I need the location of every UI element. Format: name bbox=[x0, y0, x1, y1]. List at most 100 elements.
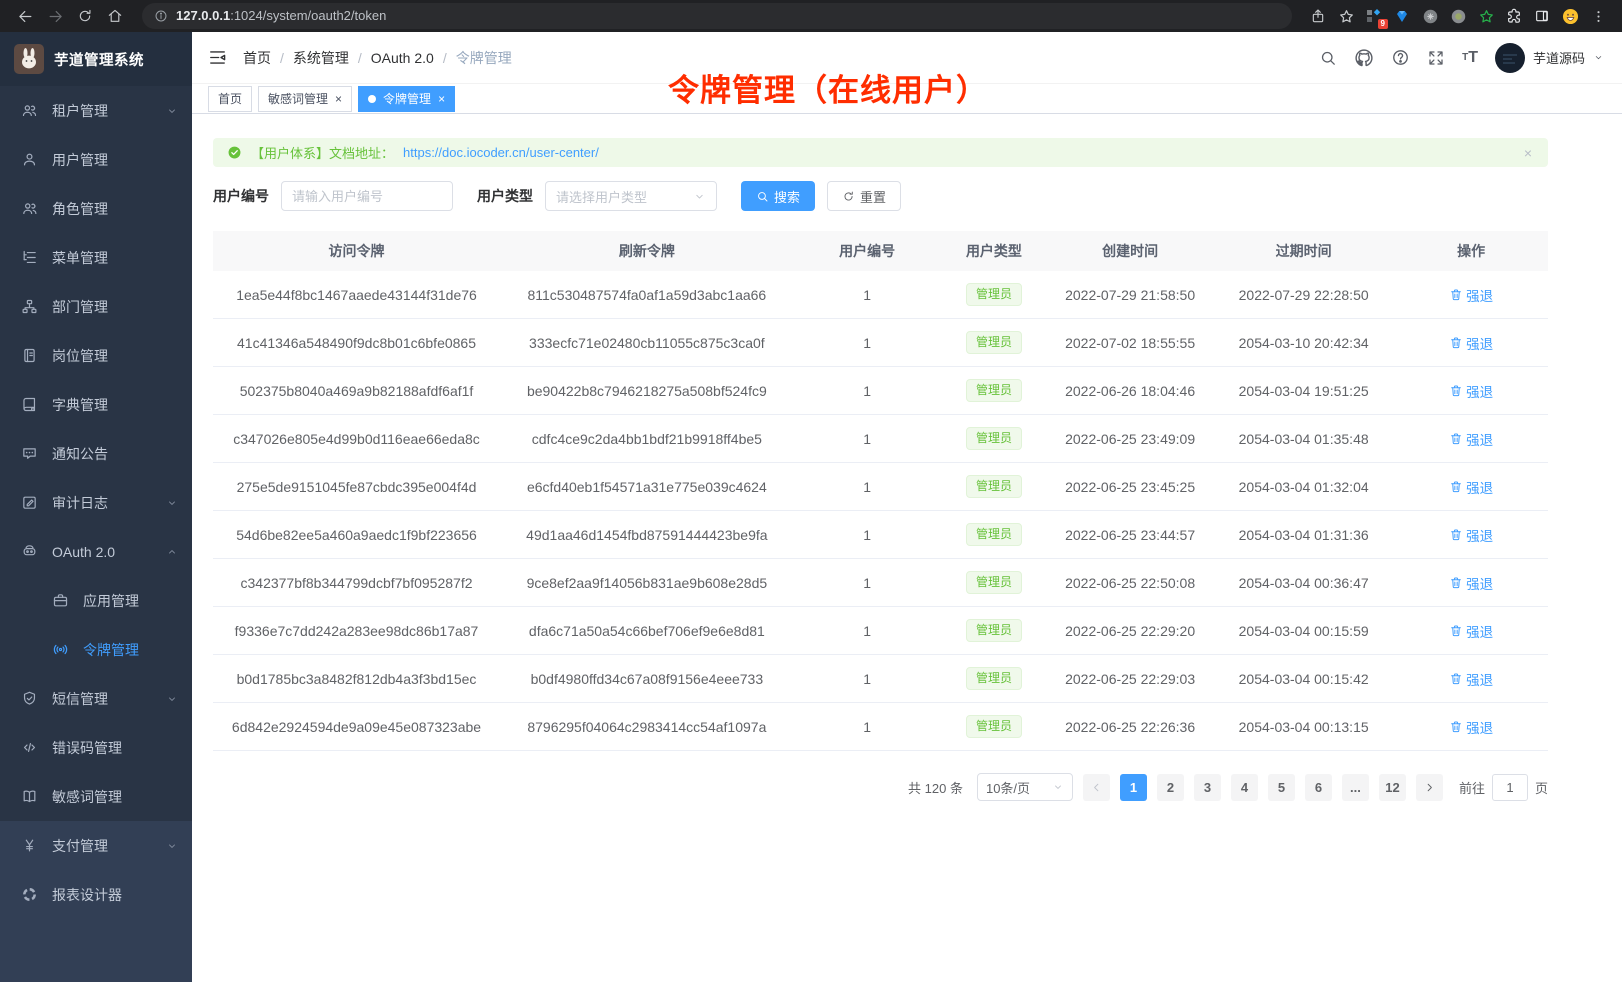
search-button[interactable]: 搜索 bbox=[741, 181, 816, 211]
app-logo[interactable]: 芋道管理系统 bbox=[0, 32, 192, 86]
jump-page-input[interactable] bbox=[1491, 773, 1528, 801]
trash-icon bbox=[1449, 480, 1463, 494]
page-button-4[interactable]: 4 bbox=[1230, 773, 1258, 801]
extension-star-icon[interactable] bbox=[1474, 4, 1498, 28]
browser-forward-button[interactable] bbox=[42, 3, 68, 29]
user-type-badge: 管理员 bbox=[965, 667, 1022, 690]
extension-gem-icon[interactable] bbox=[1390, 4, 1414, 28]
sidebar-item-角色管理[interactable]: 角色管理 bbox=[0, 184, 192, 233]
alert-doc-link[interactable]: https://doc.iocoder.cn/user-center/ bbox=[403, 145, 599, 160]
force-logout-button[interactable]: 强退 bbox=[1449, 669, 1493, 689]
sidebar-item-OAuth 2.0[interactable]: OAuth 2.0 bbox=[0, 527, 192, 576]
sidebar-item-支付管理[interactable]: 支付管理 bbox=[0, 821, 192, 870]
site-info-icon[interactable] bbox=[154, 9, 168, 23]
sidebar-item-字典管理[interactable]: 字典管理 bbox=[0, 380, 192, 429]
side-panel-icon[interactable] bbox=[1530, 4, 1554, 28]
sidebar-item-用户管理[interactable]: 用户管理 bbox=[0, 135, 192, 184]
breadcrumb-item-OAuth 2.0[interactable]: OAuth 2.0 bbox=[370, 49, 434, 66]
sidebar-item-label: OAuth 2.0 bbox=[52, 543, 116, 560]
breadcrumb-item-系统管理[interactable]: 系统管理 bbox=[292, 49, 349, 66]
column-header-访问令牌: 访问令牌 bbox=[328, 243, 385, 259]
sidebar-item-部门管理[interactable]: 部门管理 bbox=[0, 282, 192, 331]
tab-close-icon[interactable]: × bbox=[335, 91, 343, 106]
create-time-cell: 2022-06-25 22:50:08 bbox=[1065, 574, 1196, 591]
sidebar-item-错误码管理[interactable]: 错误码管理 bbox=[0, 723, 192, 772]
extension-blocks-icon[interactable]: 9 bbox=[1362, 4, 1388, 29]
sidebar-item-label: 错误码管理 bbox=[52, 739, 122, 756]
fullscreen-icon[interactable] bbox=[1427, 49, 1445, 67]
address-bar[interactable]: 127.0.0.1:1024/system/oauth2/token bbox=[142, 3, 1292, 29]
tags-view-tab-敏感词管理[interactable]: 敏感词管理 × bbox=[258, 85, 353, 112]
sidebar-item-敏感词管理[interactable]: 敏感词管理 bbox=[0, 772, 192, 821]
sidebar-item-菜单管理[interactable]: 菜单管理 bbox=[0, 233, 192, 282]
expire-time-cell: 2054-03-04 19:51:25 bbox=[1238, 382, 1369, 399]
sidebar-item-审计日志[interactable]: 审计日志 bbox=[0, 478, 192, 527]
bookmark-star-icon[interactable] bbox=[1334, 4, 1358, 28]
force-logout-button[interactable]: 强退 bbox=[1449, 525, 1493, 545]
extension-record-icon[interactable] bbox=[1446, 4, 1470, 28]
extensions-puzzle-icon[interactable] bbox=[1502, 4, 1526, 28]
profile-avatar-icon[interactable] bbox=[1558, 4, 1582, 28]
action-cell: 强退 bbox=[1394, 525, 1548, 545]
page-button-12[interactable]: 12 bbox=[1378, 773, 1406, 801]
browser-menu-icon[interactable] bbox=[1586, 4, 1610, 28]
next-page-button[interactable] bbox=[1415, 773, 1443, 801]
browser-back-button[interactable] bbox=[12, 3, 38, 29]
table-row: 6d842e2924594de9a09e45e087323abe 8796295… bbox=[213, 703, 1548, 751]
page-size-select[interactable]: 10条/页 bbox=[976, 773, 1073, 801]
refresh-token-cell: 9ce8ef2aa9f14056b831ae9b608e28d5 bbox=[526, 574, 768, 591]
page-button-1[interactable]: 1 bbox=[1119, 773, 1147, 801]
search-icon[interactable] bbox=[1319, 49, 1337, 67]
expire-time-cell: 2022-07-29 22:28:50 bbox=[1238, 286, 1369, 303]
user-type-select[interactable]: 请选择用户类型 bbox=[545, 181, 717, 211]
menu-fold-icon[interactable] bbox=[208, 48, 227, 67]
extension-command-icon[interactable] bbox=[1418, 4, 1442, 28]
user-menu[interactable]: 芋道源码 bbox=[1494, 42, 1604, 73]
tab-close-icon[interactable]: × bbox=[438, 91, 446, 106]
more-pages-button[interactable]: ... bbox=[1341, 773, 1369, 801]
user-id-cell: 1 bbox=[863, 430, 872, 447]
tags-view-bar: 首页 敏感词管理 × 令牌管理 × bbox=[192, 84, 1622, 114]
force-logout-button[interactable]: 强退 bbox=[1449, 333, 1493, 353]
page-button-5[interactable]: 5 bbox=[1267, 773, 1295, 801]
sidebar-item-label: 部门管理 bbox=[52, 298, 108, 315]
sidebar-item-令牌管理[interactable]: 令牌管理 bbox=[0, 625, 192, 674]
page-button-2[interactable]: 2 bbox=[1156, 773, 1184, 801]
jump-prefix-label: 前往 bbox=[1458, 780, 1485, 796]
share-icon[interactable] bbox=[1306, 4, 1330, 28]
sidebar-item-租户管理[interactable]: 租户管理 bbox=[0, 86, 192, 135]
browser-home-button[interactable] bbox=[102, 3, 128, 29]
browser-reload-button[interactable] bbox=[72, 3, 98, 29]
force-logout-button[interactable]: 强退 bbox=[1449, 477, 1493, 497]
tags-view-tab-首页[interactable]: 首页 bbox=[208, 85, 253, 112]
sidebar-item-岗位管理[interactable]: 岗位管理 bbox=[0, 331, 192, 380]
sidebar-item-短信管理[interactable]: 短信管理 bbox=[0, 674, 192, 723]
access-token-cell: b0d1785bc3a8482f812db4a3f3bd15ec bbox=[236, 670, 477, 687]
sidebar-item-通知公告[interactable]: 通知公告 bbox=[0, 429, 192, 478]
help-icon[interactable] bbox=[1391, 48, 1410, 67]
reset-button[interactable]: 重置 bbox=[827, 181, 902, 211]
table-header-row: 访问令牌 刷新令牌 用户编号 用户类型 创建时间 过期时间 操作 bbox=[213, 231, 1548, 271]
create-time-cell: 2022-06-25 22:29:20 bbox=[1065, 622, 1196, 639]
force-logout-button[interactable]: 强退 bbox=[1449, 429, 1493, 449]
force-logout-button[interactable]: 强退 bbox=[1449, 573, 1493, 593]
page-button-3[interactable]: 3 bbox=[1193, 773, 1221, 801]
sidebar-item-报表设计器[interactable]: 报表设计器 bbox=[0, 870, 192, 919]
force-logout-button[interactable]: 强退 bbox=[1449, 621, 1493, 641]
page-button-6[interactable]: 6 bbox=[1304, 773, 1332, 801]
force-logout-button[interactable]: 强退 bbox=[1449, 717, 1493, 737]
alert-close-icon[interactable]: × bbox=[1523, 144, 1532, 161]
github-icon[interactable] bbox=[1354, 48, 1374, 68]
breadcrumb-item-首页[interactable]: 首页 bbox=[243, 49, 271, 66]
url-path: :1024/system/oauth2/token bbox=[230, 8, 387, 23]
tags-view-tab-令牌管理[interactable]: 令牌管理 × bbox=[358, 85, 456, 112]
force-logout-button[interactable]: 强退 bbox=[1449, 285, 1493, 305]
sidebar-item-label: 敏感词管理 bbox=[52, 788, 122, 805]
prev-page-button[interactable] bbox=[1082, 773, 1110, 801]
user-id-input[interactable] bbox=[281, 181, 453, 211]
user-id-label: 用户编号 bbox=[213, 188, 269, 204]
breadcrumb-separator: / bbox=[357, 49, 362, 66]
sidebar-item-应用管理[interactable]: 应用管理 bbox=[0, 576, 192, 625]
force-logout-button[interactable]: 强退 bbox=[1449, 381, 1493, 401]
